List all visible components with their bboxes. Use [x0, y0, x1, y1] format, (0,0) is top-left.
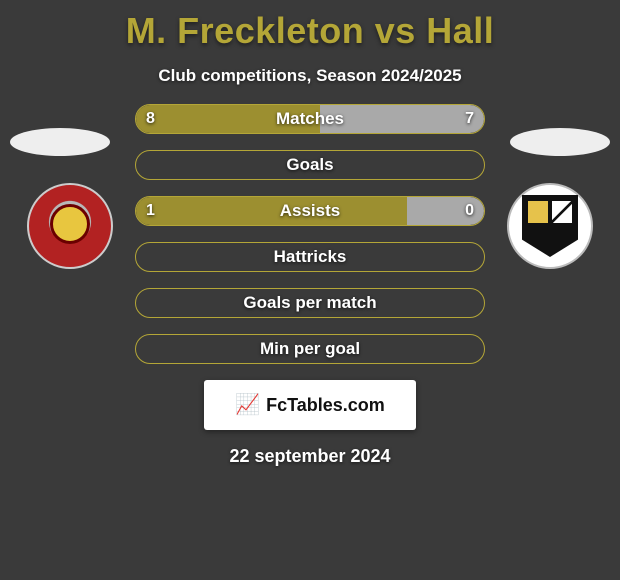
stat-bars: Matches8 7 Goals Assists1 0 Hattricks Goals pe…: [135, 104, 485, 364]
stat-value-left: 8: [136, 105, 165, 133]
brand-text: FcTables.com: [266, 395, 385, 416]
stat-value-right: 7: [455, 105, 484, 133]
stat-label: Hattricks: [136, 243, 484, 271]
stat-value-right: 0: [455, 197, 484, 225]
club-crest-left: [20, 176, 120, 276]
chart-icon: 📈: [235, 395, 260, 415]
stat-label: Goals per match: [136, 289, 484, 317]
stat-label: Goals: [136, 151, 484, 179]
stat-row: Matches8 7: [135, 104, 485, 134]
club-crest-right: [500, 176, 600, 276]
stat-row: Min per goal: [135, 334, 485, 364]
date-label: 22 september 2024: [0, 430, 620, 467]
player-photo-right: [510, 128, 610, 156]
stat-row: Hattricks: [135, 242, 485, 272]
player-photo-left: [10, 128, 110, 156]
stat-row: Goals: [135, 150, 485, 180]
page-title: M. Freckleton vs Hall: [0, 0, 620, 52]
stat-label: Min per goal: [136, 335, 484, 363]
stat-label: Assists: [136, 197, 484, 225]
comparison-area: Matches8 7 Goals Assists1 0 Hattricks Goals pe…: [0, 104, 620, 364]
page-subtitle: Club competitions, Season 2024/2025: [0, 52, 620, 104]
brand-logo: 📈 FcTables.com: [204, 380, 416, 430]
stat-label: Matches: [136, 105, 484, 133]
stat-row: Assists1 0: [135, 196, 485, 226]
stat-value-left: 1: [136, 197, 165, 225]
stat-row: Goals per match: [135, 288, 485, 318]
